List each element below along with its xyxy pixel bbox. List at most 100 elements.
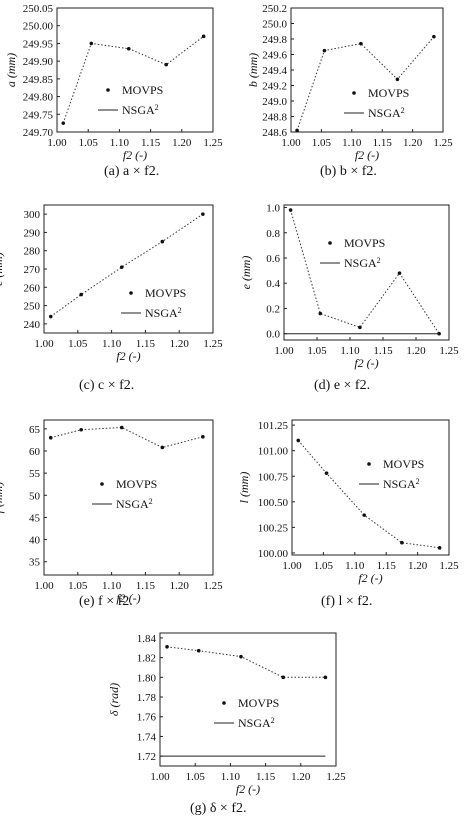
x-axis-label: f2 (-) (354, 356, 378, 370)
data-point-movps (126, 46, 131, 51)
y-tick-label: 50 (29, 490, 41, 502)
y-tick-label: 1.0 (266, 203, 280, 215)
x-tick-label: 1.10 (102, 580, 122, 592)
data-point-movps (201, 212, 205, 216)
chart-panel-6: 1.00 1.05 1.10 1.15 1.20 1.25 1.72 1.74 1.76 1.78… (107, 632, 346, 796)
x-tick-label: 1.05 (186, 771, 206, 783)
y-tick-label: 101.25 (258, 420, 289, 432)
data-point-movps (295, 128, 299, 133)
legend-marker-movps (106, 88, 110, 92)
data-point-movps (437, 331, 441, 336)
x-tick-label: 1.00 (281, 137, 301, 149)
panel-caption: (c) c × f2. (79, 378, 135, 393)
x-tick-label: 1.15 (373, 345, 393, 357)
y-tick-label: 249.75 (23, 109, 54, 121)
y-tick-label: 1.72 (137, 751, 156, 763)
x-tick-label: 1.10 (342, 137, 362, 149)
x-tick-label: 1.20 (170, 338, 190, 350)
y-tick-label: 1.76 (137, 712, 157, 724)
plot-frame (290, 7, 444, 133)
x-tick-label: 1.20 (291, 771, 311, 783)
data-point-movps (48, 435, 53, 440)
series-line-movps (296, 36, 435, 131)
y-tick-label: 65 (29, 424, 41, 436)
data-point-movps (201, 435, 205, 439)
chart-panel-5: 1.00 1.05 1.10 1.15 1.20 1.25 100.00 100.25 100.… (237, 419, 459, 585)
series-line-movps (297, 440, 440, 549)
legend-label-nsga2: NSGA2 (122, 103, 159, 118)
panel-caption: (f) l × f2. (321, 594, 373, 609)
data-point-movps (48, 314, 53, 319)
data-point-movps (395, 77, 400, 82)
plot-frame (56, 7, 214, 133)
chart-panel-4: 1.00 1.05 1.10 1.15 1.20 1.25 35 40 45 50 55 60 65 f2… (0, 419, 223, 605)
x-tick-label: 1.20 (172, 137, 192, 149)
y-axis-label: c (mm) (0, 252, 5, 286)
y-tick-label: 290 (24, 227, 41, 239)
y-tick-label: 249.90 (23, 56, 54, 68)
data-point-movps (239, 654, 243, 659)
y-tick-label: 249.8 (262, 34, 287, 46)
y-tick-label: 100.50 (258, 497, 289, 509)
legend-label-nsga2: NSGA2 (116, 497, 153, 512)
x-axis-label: f2 (-) (358, 571, 382, 585)
x-tick-label: 1.15 (141, 137, 161, 149)
y-tick-label: 40 (29, 535, 41, 547)
y-tick-label: 270 (24, 264, 41, 276)
y-tick-label: 100.00 (258, 548, 289, 560)
data-point-movps (160, 239, 165, 244)
legend-label-movps: MOVPS (116, 477, 157, 491)
x-tick-label: 1.05 (314, 560, 334, 572)
x-tick-label: 1.15 (136, 338, 156, 350)
y-tick-label: 249.70 (23, 127, 54, 139)
y-tick-label: 1.74 (137, 731, 157, 743)
x-tick-label: 1.25 (203, 580, 223, 592)
y-tick-label: 35 (29, 557, 41, 569)
x-tick-label: 1.25 (203, 338, 223, 350)
y-tick-label: 249.4 (262, 65, 287, 77)
y-tick-label: 248.6 (262, 127, 287, 139)
x-tick-label: 1.00 (34, 580, 54, 592)
y-tick-label: 249.2 (262, 81, 287, 93)
y-tick-label: 0.4 (266, 278, 280, 290)
data-point-movps (119, 425, 124, 430)
data-point-movps (322, 48, 327, 53)
data-point-movps (437, 546, 442, 550)
legend-marker-movps (328, 241, 332, 245)
y-tick-label: 1.80 (137, 672, 157, 684)
x-tick-label: 1.25 (439, 560, 459, 572)
data-point-movps (79, 292, 83, 297)
y-tick-label: 249.85 (23, 74, 54, 86)
data-point-movps (362, 513, 367, 517)
x-tick-label: 1.00 (150, 771, 170, 783)
y-axis-label: b (mm) (246, 53, 260, 87)
x-tick-label: 1.10 (345, 560, 365, 572)
data-point-movps (196, 648, 201, 653)
y-axis-label: a (mm) (4, 53, 18, 87)
y-axis-label: e (mm) (239, 256, 253, 290)
data-point-movps (79, 427, 83, 432)
x-tick-label: 1.00 (47, 137, 67, 149)
x-axis-label: f2 (-) (116, 349, 140, 363)
y-tick-label: 0.6 (266, 253, 280, 265)
legend-label-nsga2: NSGA2 (238, 716, 275, 731)
y-tick-label: 250.00 (23, 21, 54, 33)
legend-marker-movps (367, 462, 371, 466)
panel-caption: (g) δ × f2. (190, 801, 247, 816)
data-point-movps (397, 271, 402, 275)
data-point-movps (296, 438, 301, 443)
y-tick-label: 250.05 (23, 3, 54, 15)
chart-panel-1: 1.00 1.05 1.10 1.15 1.20 1.25 248.6 248.8 249.0 2… (246, 3, 453, 162)
series-line-movps (166, 646, 326, 678)
data-point-movps (359, 41, 363, 46)
y-tick-label: 249.80 (23, 92, 54, 104)
y-tick-label: 240 (24, 319, 41, 331)
data-point-movps (160, 445, 165, 450)
y-tick-label: 100.75 (258, 471, 289, 483)
y-tick-label: 249.95 (23, 38, 54, 50)
x-tick-label: 1.25 (433, 137, 453, 149)
legend-marker-movps (100, 482, 104, 486)
y-tick-label: 249.0 (262, 96, 287, 108)
x-tick-label: 1.15 (377, 560, 397, 572)
y-tick-label: 250 (24, 301, 41, 313)
